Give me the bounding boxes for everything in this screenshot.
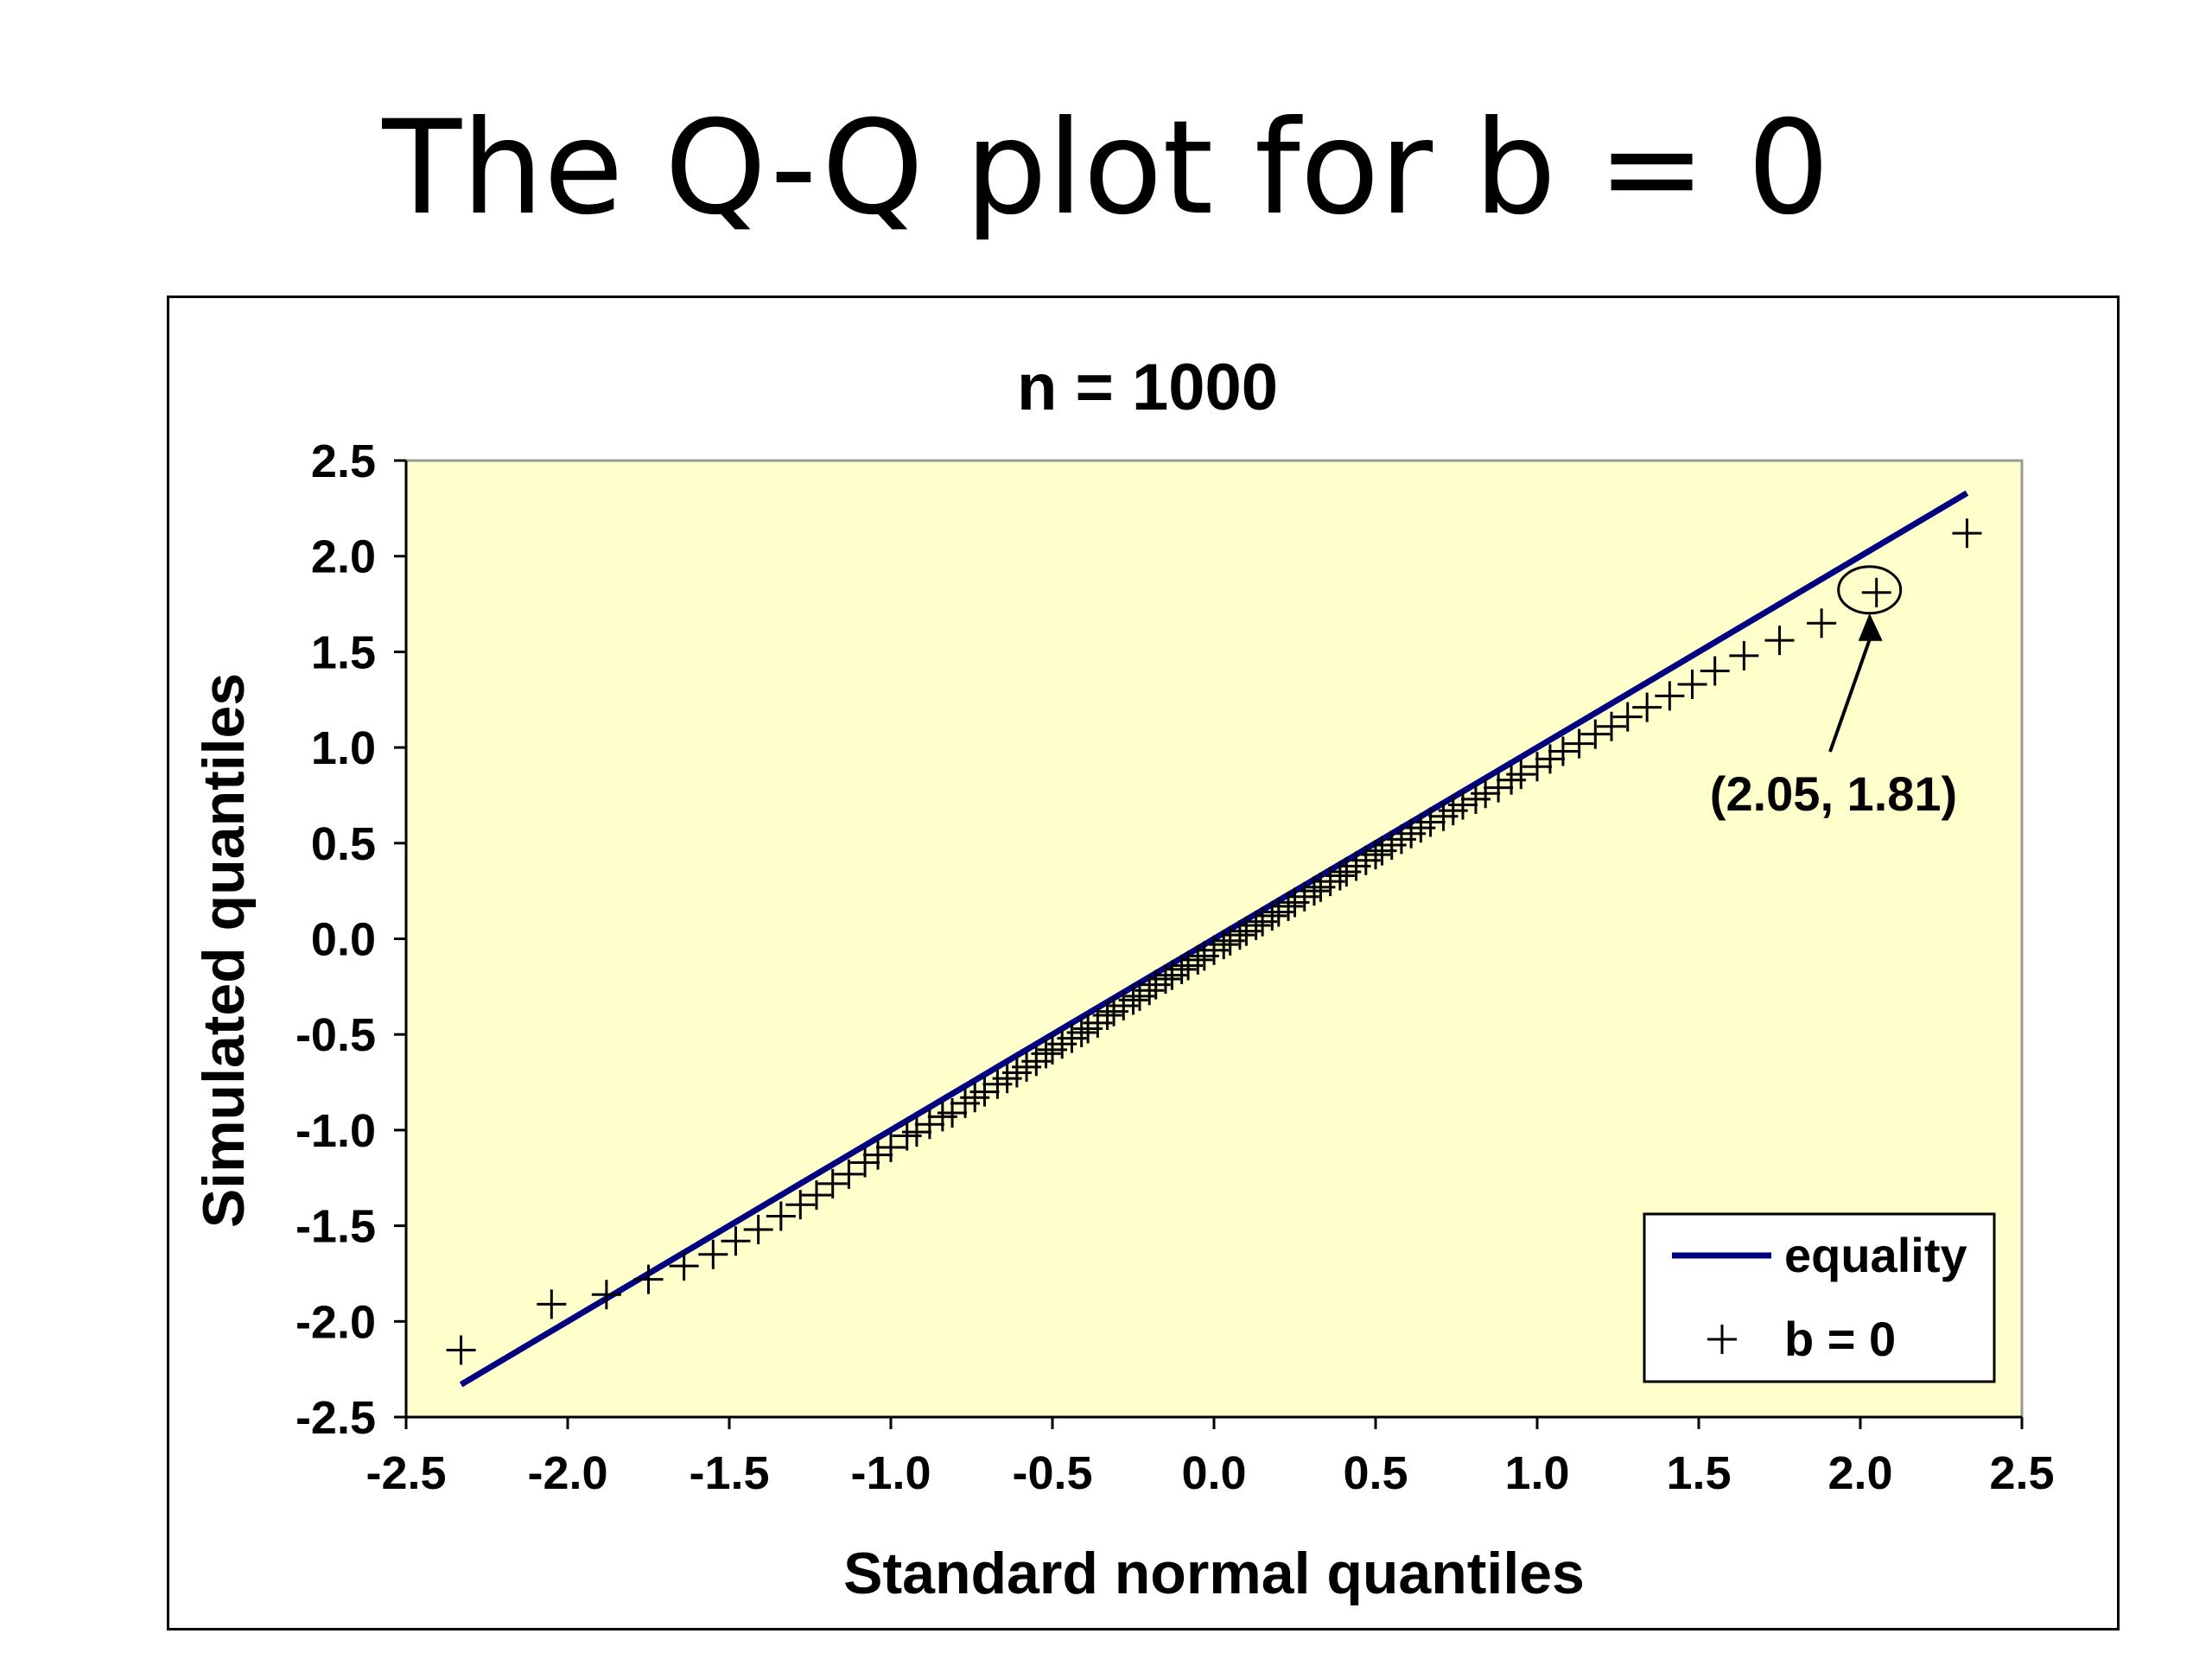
data-point-plus xyxy=(1274,891,1304,921)
data-point-plus xyxy=(1299,876,1329,906)
x-tick-label: 2.0 xyxy=(1827,1447,1892,1499)
chart-title: n = 1000 xyxy=(1017,351,1278,424)
data-point-plus xyxy=(914,1109,944,1140)
data-point-plus xyxy=(1807,608,1837,639)
y-tick-label: 1.5 xyxy=(311,626,376,678)
data-point-plus xyxy=(1632,692,1662,722)
legend-b0-label: b = 0 xyxy=(1784,1312,1896,1366)
y-tick-label: -0.5 xyxy=(296,1009,376,1061)
data-point-plus xyxy=(1166,954,1197,984)
data-point-plus xyxy=(876,1132,906,1162)
data-point-plus xyxy=(1241,911,1271,940)
data-point-plus xyxy=(1677,670,1707,700)
data-point-plus xyxy=(698,1239,728,1269)
data-point-plus xyxy=(1135,976,1165,1006)
y-tick-label: -2.5 xyxy=(296,1392,376,1444)
data-point-plus xyxy=(1325,861,1355,891)
y-tick-label: -1.0 xyxy=(296,1105,376,1157)
data-point-plus xyxy=(1548,736,1578,766)
data-point-plus xyxy=(1484,772,1514,803)
x-tick-label: -2.0 xyxy=(527,1447,607,1499)
x-tick-label: 0.0 xyxy=(1181,1447,1246,1499)
x-tick-label: -1.5 xyxy=(689,1447,769,1499)
data-point-plus xyxy=(1522,752,1552,782)
data-point-plus xyxy=(1861,577,1891,607)
data-point-plus xyxy=(1361,840,1390,870)
legend: equality b = 0 xyxy=(1643,1212,1996,1383)
x-tick-label: 1.0 xyxy=(1504,1447,1569,1499)
data-point-plus xyxy=(1257,900,1287,931)
legend-box xyxy=(1643,1212,1996,1383)
data-point-plus xyxy=(1031,1039,1061,1069)
x-tick-label: 2.5 xyxy=(1989,1447,2054,1499)
x-tick-label: 0.5 xyxy=(1343,1447,1408,1499)
data-point-plus xyxy=(1092,1001,1122,1031)
data-point-plus xyxy=(1764,626,1795,656)
y-tick-label: 2.0 xyxy=(311,531,376,583)
data-point-plus xyxy=(850,1147,880,1178)
data-point-plus xyxy=(537,1289,567,1319)
data-point-plus xyxy=(766,1201,796,1231)
annotation-arrowhead xyxy=(1858,613,1883,641)
y-tick-label: 0.0 xyxy=(311,914,376,966)
data-point-plus xyxy=(834,1159,864,1189)
data-point-plus xyxy=(801,1180,831,1211)
data-point-plus xyxy=(446,1335,476,1365)
y-tick-label: 0.5 xyxy=(311,818,376,870)
legend-b0-marker xyxy=(1707,1325,1737,1354)
y-tick-label: 1.0 xyxy=(311,722,376,774)
annotation-arrow xyxy=(1828,632,1874,753)
data-point-plus xyxy=(1118,985,1148,1015)
data-point-plus xyxy=(1729,640,1759,671)
y-axis-label: Simulated quantiles xyxy=(191,673,257,1228)
data-point-plus xyxy=(1415,807,1446,837)
data-point-plus xyxy=(1535,744,1565,774)
data-point-plus xyxy=(1580,719,1611,749)
y-tick-label: -1.5 xyxy=(296,1201,376,1253)
data-point-plus xyxy=(1447,790,1478,820)
x-axis-label: Standard normal quantiles xyxy=(843,1541,1585,1606)
data-point-plus xyxy=(1952,518,1982,549)
data-point-plus xyxy=(1150,963,1180,994)
data-point-plus xyxy=(1506,760,1536,790)
x-tick-label: 1.5 xyxy=(1666,1447,1731,1499)
x-tick-label: -1.0 xyxy=(850,1447,931,1499)
data-point-plus xyxy=(1700,656,1730,686)
data-point-plus xyxy=(1183,944,1213,975)
data-point-plus xyxy=(1066,1017,1096,1047)
data-point-plus xyxy=(1655,681,1685,711)
y-tick-label: 2.5 xyxy=(311,435,376,487)
slide-title: The Q-Q plot for b = 0 xyxy=(382,93,1830,244)
data-point-plus xyxy=(969,1077,1000,1107)
data-point-plus xyxy=(1612,702,1643,732)
data-point-plus xyxy=(901,1117,931,1147)
y-tick-label: -2.0 xyxy=(296,1296,376,1348)
annotation-label: (2.05, 1.81) xyxy=(1710,766,1957,821)
x-tick-label: -2.5 xyxy=(365,1447,446,1499)
data-point-plus xyxy=(785,1190,816,1220)
chart-frame xyxy=(167,296,2120,1630)
data-point-plus xyxy=(669,1251,699,1281)
legend-equality-label: equality xyxy=(1784,1228,1967,1282)
data-point-plus xyxy=(1564,728,1594,759)
data-point-plus xyxy=(633,1264,664,1294)
data-point-plus xyxy=(721,1226,751,1256)
data-point-plus xyxy=(591,1280,621,1310)
data-point-plus xyxy=(743,1215,773,1245)
data-point-plus xyxy=(1597,711,1627,741)
data-point-plus xyxy=(863,1140,893,1170)
data-point-plus xyxy=(1471,779,1501,809)
data-point-plus xyxy=(1209,930,1239,960)
x-tick-label: -0.5 xyxy=(1012,1447,1092,1499)
data-point-plus xyxy=(817,1168,848,1198)
data-point-plus xyxy=(1224,920,1255,950)
